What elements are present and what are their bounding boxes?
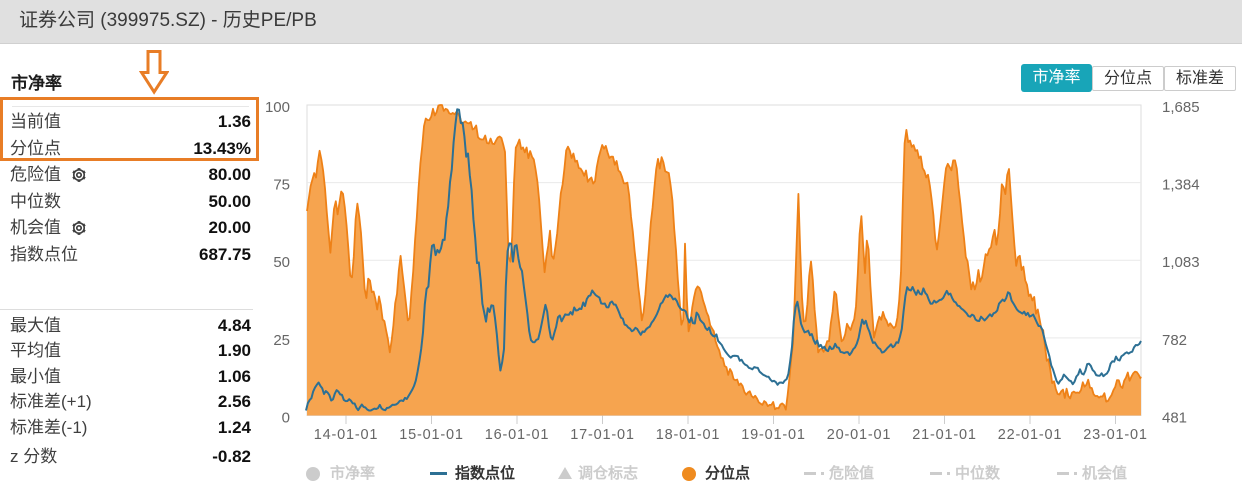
svg-text:17-01-01: 17-01-01 bbox=[570, 427, 634, 443]
svg-text:19-01-01: 19-01-01 bbox=[741, 427, 805, 443]
svg-text:481: 481 bbox=[1162, 410, 1187, 427]
svg-text:75: 75 bbox=[273, 177, 290, 194]
svg-text:1,384: 1,384 bbox=[1162, 177, 1200, 194]
svg-text:1,685: 1,685 bbox=[1162, 99, 1200, 116]
svg-text:25: 25 bbox=[273, 332, 290, 349]
svg-text:50: 50 bbox=[273, 254, 290, 271]
svg-text:22-01-01: 22-01-01 bbox=[998, 427, 1062, 443]
svg-text:782: 782 bbox=[1162, 332, 1187, 349]
svg-text:15-01-01: 15-01-01 bbox=[399, 427, 463, 443]
svg-text:0: 0 bbox=[282, 410, 290, 427]
svg-text:20-01-01: 20-01-01 bbox=[827, 427, 891, 443]
svg-text:23-01-01: 23-01-01 bbox=[1083, 427, 1147, 443]
svg-text:18-01-01: 18-01-01 bbox=[656, 427, 720, 443]
svg-text:21-01-01: 21-01-01 bbox=[912, 427, 976, 443]
svg-text:16-01-01: 16-01-01 bbox=[485, 427, 549, 443]
svg-text:100: 100 bbox=[265, 99, 290, 116]
svg-text:14-01-01: 14-01-01 bbox=[314, 427, 378, 443]
svg-text:1,083: 1,083 bbox=[1162, 254, 1200, 271]
